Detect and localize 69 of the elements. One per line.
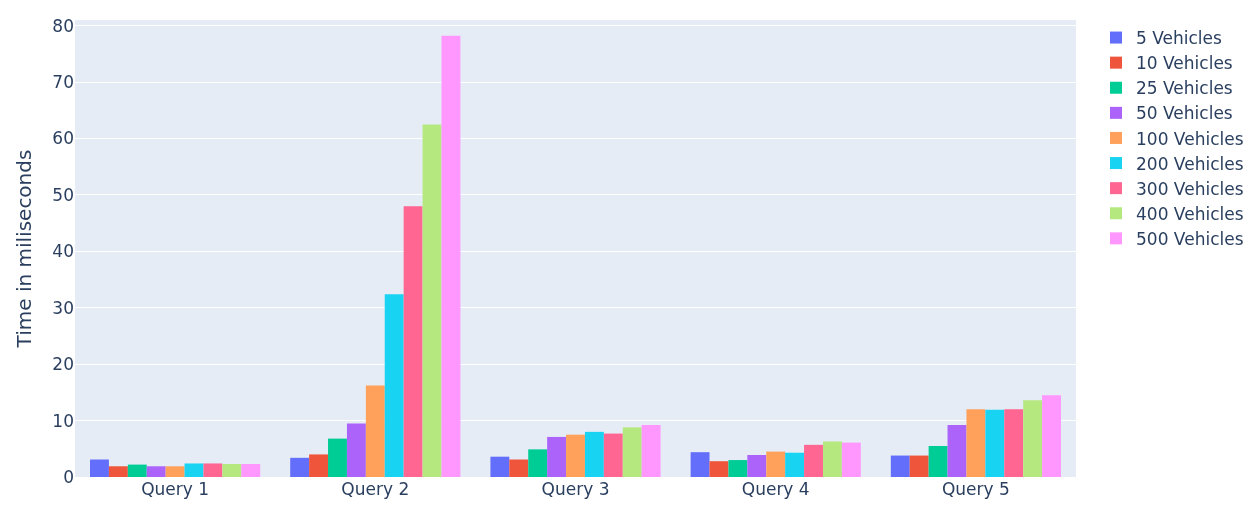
bar xyxy=(241,464,261,477)
bar xyxy=(490,456,510,477)
bar xyxy=(804,444,823,477)
bar xyxy=(403,206,423,477)
bar xyxy=(108,466,128,477)
bar xyxy=(822,441,842,477)
bar xyxy=(747,455,767,477)
x-tick-label: Query 1 xyxy=(141,479,210,499)
bar xyxy=(728,460,748,477)
bar xyxy=(547,436,567,477)
x-tick-label: Query 2 xyxy=(341,479,410,499)
legend-label: 200 Vehicles xyxy=(1136,153,1244,174)
legend-label: 500 Vehicles xyxy=(1136,228,1244,249)
legend-label: 10 Vehicles xyxy=(1136,53,1233,74)
bar xyxy=(441,35,461,477)
bar xyxy=(584,431,604,477)
legend-label: 50 Vehicles xyxy=(1136,103,1233,124)
bar xyxy=(690,452,710,477)
y-axis-title: Time in miliseconds xyxy=(11,149,36,349)
legend-label: 25 Vehicles xyxy=(1136,78,1233,99)
bar xyxy=(890,455,910,477)
legend-label: 5 Vehicles xyxy=(1136,28,1223,49)
bar xyxy=(384,294,404,477)
bar xyxy=(909,455,929,477)
legend-label: 400 Vehicles xyxy=(1136,203,1244,224)
y-tick-label: 80 xyxy=(52,15,74,36)
bar xyxy=(841,442,861,477)
legend-label: 300 Vehicles xyxy=(1136,178,1244,199)
bar xyxy=(928,445,948,477)
bar xyxy=(528,449,548,477)
x-tick-label: Query 4 xyxy=(741,479,810,499)
bar xyxy=(785,452,805,477)
bar xyxy=(146,466,166,477)
bar xyxy=(90,459,109,477)
bar xyxy=(1004,409,1024,477)
y-tick-label: 0 xyxy=(63,466,74,487)
legend-label: 100 Vehicles xyxy=(1136,128,1244,149)
bar xyxy=(985,409,1005,477)
bar xyxy=(966,409,986,477)
bar xyxy=(365,385,385,477)
bar xyxy=(222,464,242,477)
y-tick-label: 50 xyxy=(52,184,74,205)
y-tick-label: 10 xyxy=(52,410,74,431)
bar xyxy=(947,425,967,477)
bar xyxy=(346,423,366,477)
bar xyxy=(290,457,310,477)
bar xyxy=(641,425,661,477)
y-tick-label: 70 xyxy=(52,72,74,93)
bar xyxy=(127,464,147,477)
bar xyxy=(165,466,185,477)
bar xyxy=(309,454,329,477)
bar xyxy=(1042,395,1061,477)
x-tick-label: Query 3 xyxy=(541,479,610,499)
bar xyxy=(709,461,729,477)
bar xyxy=(422,124,442,477)
y-tick-label: 30 xyxy=(52,297,74,318)
bar xyxy=(328,438,347,477)
y-tick-label: 60 xyxy=(52,128,74,149)
bar xyxy=(509,459,529,477)
bar xyxy=(622,427,642,477)
bar xyxy=(603,433,623,477)
bar xyxy=(1023,400,1043,477)
bar xyxy=(203,463,223,477)
bar xyxy=(766,451,786,477)
bar xyxy=(566,434,585,477)
y-tick-label: 20 xyxy=(52,354,74,375)
x-tick-label: Query 5 xyxy=(941,479,1010,499)
y-tick-label: 40 xyxy=(52,241,74,262)
bar xyxy=(184,463,204,477)
